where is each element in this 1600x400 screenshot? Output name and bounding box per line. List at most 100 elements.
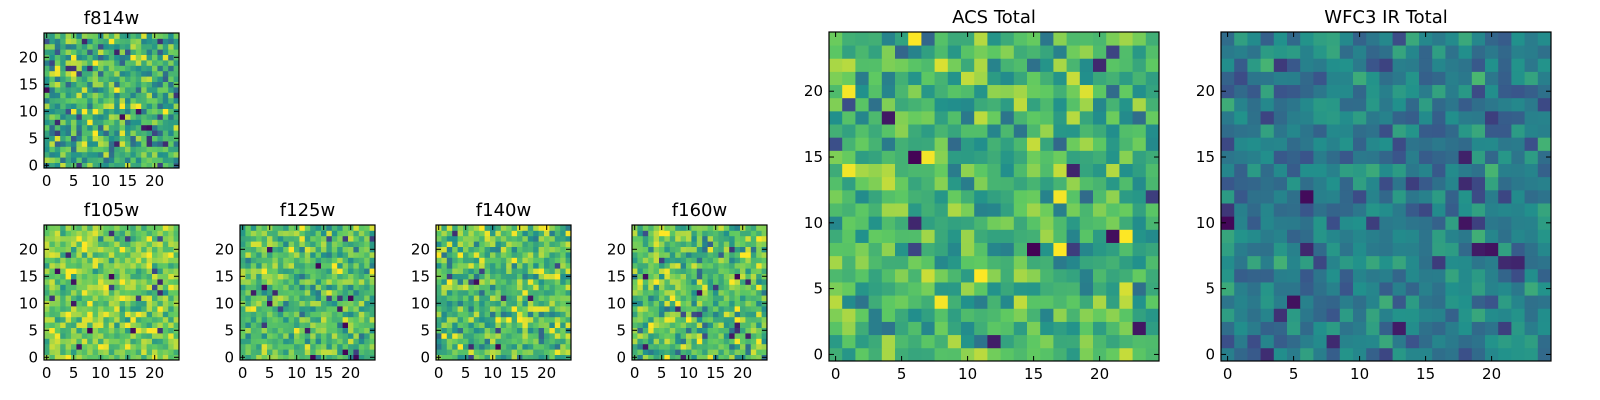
heatmap-cell (1445, 203, 1459, 217)
heatmap-cell (702, 241, 708, 247)
heatmap-cell (463, 295, 469, 301)
heatmap-cell (44, 268, 50, 274)
heatmap-cell (337, 306, 343, 312)
heatmap-cell (1000, 58, 1015, 72)
heatmap-cell (648, 246, 654, 253)
heatmap-cell (1013, 203, 1028, 217)
heatmap-cell (895, 347, 909, 362)
heatmap-cell (632, 230, 638, 237)
heatmap-cell (98, 257, 104, 264)
heatmap-cell (495, 257, 502, 264)
heatmap-cell (490, 338, 496, 345)
heatmap-cell (87, 70, 93, 77)
heatmap-cell (691, 311, 698, 318)
heatmap-cell (141, 146, 147, 153)
heatmap-cell (130, 114, 137, 120)
heatmap-cell (71, 279, 77, 285)
heatmap-cell (632, 289, 638, 296)
heatmap-cell (1234, 84, 1248, 99)
heatmap-cell (98, 333, 104, 339)
heatmap-cell (1066, 334, 1081, 349)
heatmap-cell (1221, 282, 1235, 296)
heatmap-cell (299, 235, 306, 242)
heatmap-cell (974, 308, 988, 322)
heatmap-cell (538, 322, 545, 328)
heatmap-cell (441, 295, 448, 301)
heatmap-cell (479, 295, 485, 301)
heatmap-cell (664, 262, 671, 269)
heatmap-cell (1053, 255, 1067, 270)
heatmap-cell (119, 92, 126, 99)
heatmap-cell (245, 306, 252, 312)
heatmap-cell (702, 279, 708, 285)
heatmap-cell (87, 306, 93, 312)
heatmap-cell (713, 311, 719, 318)
heatmap-cell (60, 241, 66, 247)
heatmap-cell (718, 306, 725, 312)
heatmap-cell (1498, 216, 1512, 230)
heatmap-cell (500, 306, 507, 312)
heatmap-cell (544, 230, 550, 237)
heatmap-cell (1511, 163, 1525, 178)
heatmap-cell (664, 311, 671, 318)
heatmap-cell (934, 71, 949, 86)
heatmap-cell (961, 295, 975, 309)
x-tick-label: 0 (1223, 365, 1233, 383)
heatmap-cell (92, 103, 99, 109)
heatmap-cell (114, 87, 120, 93)
heatmap-cell (723, 333, 730, 339)
heatmap-cell (506, 262, 512, 269)
heatmap-cell (342, 273, 349, 280)
heatmap-cell (98, 289, 104, 296)
heatmap-cell (92, 316, 99, 323)
heatmap-cell (560, 354, 566, 361)
heatmap-cell (81, 268, 88, 274)
heatmap-cell (152, 252, 158, 258)
heatmap-cell (152, 311, 158, 318)
heatmap-cell (108, 157, 115, 163)
heatmap-cell (1485, 150, 1499, 164)
heatmap-cell (157, 54, 164, 61)
heatmap-cell (277, 225, 284, 231)
heatmap-cell (76, 146, 83, 153)
heatmap-cell (527, 235, 534, 242)
heatmap-cell (44, 103, 50, 109)
heatmap-cell (326, 333, 333, 339)
heatmap-cell (696, 311, 703, 318)
heatmap-cell (173, 141, 180, 147)
heatmap-cell (173, 76, 180, 82)
heatmap-cell (304, 289, 311, 296)
heatmap-cell (272, 241, 279, 247)
heatmap-cell (761, 252, 768, 258)
heatmap-cell (1432, 282, 1446, 296)
heatmap-cell (750, 349, 757, 355)
heatmap-cell (490, 311, 496, 318)
heatmap-cell (103, 130, 110, 136)
heatmap-cell (1366, 189, 1380, 204)
heatmap-cell (98, 87, 104, 93)
heatmap-cell (76, 38, 83, 45)
heatmap-cell (463, 300, 469, 307)
heatmap-cell (1537, 137, 1552, 151)
heatmap-cell (1053, 203, 1067, 217)
heatmap-cell (283, 230, 289, 237)
x-tick-label: 0 (238, 364, 248, 382)
heatmap-cell (829, 45, 843, 59)
heatmap-cell (565, 343, 572, 350)
heatmap-cell (538, 354, 545, 361)
heatmap-cell (152, 119, 158, 126)
heatmap-cell (1260, 150, 1275, 164)
heatmap-cell (272, 284, 279, 291)
heatmap-cell (98, 103, 104, 109)
heatmap-cell (457, 246, 464, 253)
heatmap-cell (718, 300, 725, 307)
heatmap-cell (868, 97, 883, 112)
heatmap-cell (740, 273, 746, 280)
heatmap-cell (65, 268, 72, 274)
heatmap-cell (1366, 45, 1380, 59)
heatmap-cell (436, 333, 442, 339)
heatmap-cell (103, 65, 110, 72)
heatmap-cell (364, 279, 370, 285)
heatmap-cell (71, 103, 77, 109)
heatmap-cell (125, 235, 131, 242)
